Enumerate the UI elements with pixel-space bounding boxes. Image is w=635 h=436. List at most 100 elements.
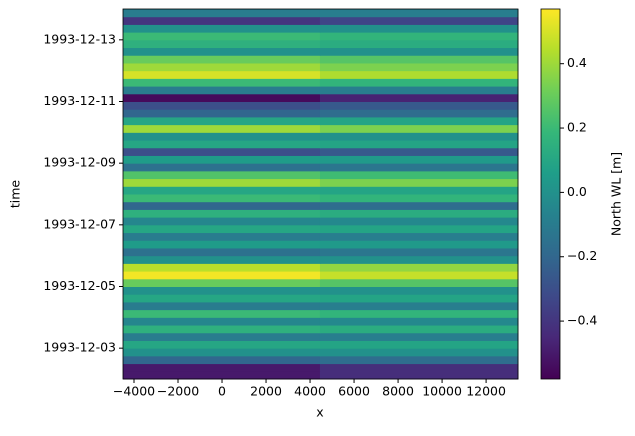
heatmap-cell (319, 86, 519, 95)
heatmap-cell (319, 194, 519, 203)
x-tick-label: −4000 (113, 384, 155, 399)
heatmap-cell (319, 247, 519, 257)
heatmap-cell (123, 301, 321, 311)
heatmap-cell (319, 163, 519, 172)
heatmap-cell (319, 147, 519, 156)
y-tick-label: 1993-12-05 (43, 278, 116, 293)
heatmap-cell (319, 170, 519, 180)
heatmap-cell (319, 332, 519, 341)
heatmap-cell (123, 201, 321, 210)
heatmap-cell (123, 109, 321, 118)
colorbar-tick-label: 0.2 (567, 120, 587, 135)
heatmap-cell (123, 340, 321, 349)
heatmap-cell (123, 62, 321, 72)
x-tick-label: 0 (218, 384, 226, 399)
heatmap-cell (123, 101, 321, 110)
heatmap-cell (319, 24, 519, 33)
heatmap-cell (123, 170, 321, 180)
heatmap-cell (123, 363, 321, 372)
heatmap-cell (319, 240, 519, 249)
heatmap-cell (123, 247, 321, 257)
heatmap-cell (123, 186, 321, 195)
y-tick-label: 1993-12-09 (43, 155, 116, 170)
heatmap-cell (123, 209, 321, 218)
heatmap-cell (123, 132, 321, 141)
x-axis-label: x (316, 405, 323, 420)
x-tick-label: 10000 (422, 384, 462, 399)
heatmap-cell (319, 178, 519, 187)
heatmap-cell (319, 301, 519, 311)
heatmap-cell (123, 317, 321, 326)
heatmap-cell (319, 9, 519, 18)
heatmap-cell (319, 101, 519, 110)
heatmap-cell (319, 47, 519, 56)
heatmap-cell (319, 201, 519, 210)
heatmap-cell (319, 348, 519, 357)
x-tick-label: 6000 (338, 384, 370, 399)
x-tick-label: 4000 (294, 384, 326, 399)
heatmap-cell (123, 39, 321, 49)
heatmap-cell (123, 255, 321, 264)
heatmap-cell (319, 62, 519, 72)
x-tick-label: 8000 (382, 384, 414, 399)
x-tick-label: 2000 (250, 384, 282, 399)
heatmap-cell (123, 348, 321, 357)
heatmap-cell (123, 9, 321, 18)
heatmap-cell (319, 55, 519, 64)
heatmap-cell (123, 47, 321, 56)
heatmap-cell (319, 278, 519, 287)
heatmap-cell (123, 224, 321, 234)
heatmap-cell (319, 155, 519, 164)
heatmap-cell (319, 309, 519, 318)
heatmap-cell (123, 271, 321, 280)
heatmap-cell (319, 16, 519, 25)
heatmap-cell (123, 178, 321, 187)
heatmap-cell (123, 70, 321, 79)
colorbar-label: North WL [m] (609, 152, 624, 236)
x-tick-label: 12000 (466, 384, 506, 399)
y-tick-label: 1993-12-07 (43, 216, 116, 231)
heatmap-cell (123, 24, 321, 33)
y-tick-label: 1993-12-13 (43, 31, 116, 46)
heatmap-cell (123, 194, 321, 203)
y-tick-label: 1993-12-03 (43, 340, 116, 355)
heatmap-cell (319, 217, 519, 226)
heatmap-cell (319, 116, 519, 126)
heatmap-cell (123, 140, 321, 149)
heatmap-cell (123, 240, 321, 249)
heatmap-cell (123, 147, 321, 156)
heatmap-cell (319, 355, 519, 365)
heatmap-cell (319, 93, 519, 102)
plot-frame (122, 8, 519, 380)
colorbar (540, 8, 561, 380)
heatmap-cell (123, 217, 321, 226)
x-tick-label: −2000 (157, 384, 199, 399)
heatmap-cell (319, 109, 519, 118)
colorbar-tick-label: 0.0 (567, 184, 587, 199)
heatmap-cell (319, 263, 519, 272)
heatmap-cell (319, 209, 519, 218)
heatmap-cell (123, 78, 321, 87)
heatmap-cell (123, 309, 321, 318)
heatmap-cell (123, 325, 321, 334)
heatmap-cell (123, 263, 321, 272)
heatmap-cell (319, 132, 519, 141)
heatmap-cell (123, 155, 321, 164)
heatmap-cell (123, 371, 321, 380)
heatmap-cell (319, 271, 519, 280)
heatmap-cell (123, 232, 321, 241)
heatmap-cell (123, 86, 321, 95)
colorbar-tick-label: −0.4 (567, 313, 597, 328)
heatmap-cell (319, 224, 519, 234)
heatmap-cell (319, 340, 519, 349)
heatmap-cell (123, 332, 321, 341)
heatmap-cell (319, 255, 519, 264)
heatmap-cell (123, 32, 321, 41)
heatmap-cell (123, 93, 321, 102)
heatmap-cell (123, 278, 321, 287)
y-axis-label: time (8, 180, 23, 209)
heatmap-cell (319, 124, 519, 133)
heatmap-cell (319, 294, 519, 303)
heatmap-cell (319, 363, 519, 372)
